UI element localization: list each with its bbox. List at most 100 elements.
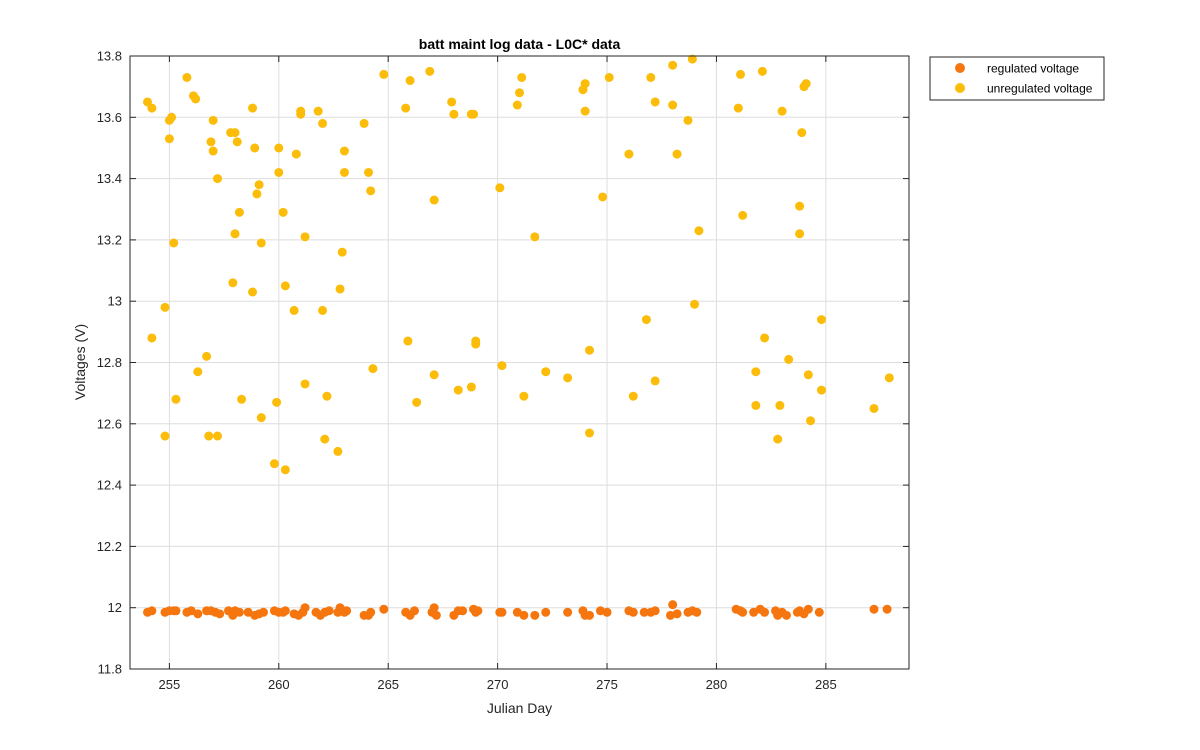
unregulated-voltage-point: [300, 232, 310, 242]
regulated-voltage-point: [672, 609, 682, 619]
x-tick-label: 280: [706, 677, 728, 692]
unregulated-voltage-point: [541, 367, 551, 377]
unregulated-voltage-point: [641, 315, 651, 325]
unregulated-voltage-point: [237, 394, 247, 404]
unregulated-voltage-point: [171, 394, 181, 404]
unregulated-voltage-point: [147, 333, 157, 343]
unregulated-voltage-point: [517, 72, 527, 82]
unregulated-voltage-point: [313, 106, 323, 116]
unregulated-voltage-point: [580, 79, 590, 89]
y-tick-label: 13.6: [97, 110, 122, 125]
unregulated-voltage-point: [453, 385, 463, 395]
x-tick-label: 275: [596, 677, 618, 692]
legend-marker-unregulated: [955, 83, 965, 93]
unregulated-voltage-point: [300, 379, 310, 389]
x-tick-label: 265: [377, 677, 399, 692]
unregulated-voltage-point: [412, 397, 422, 407]
y-tick-label: 12.8: [97, 355, 122, 370]
unregulated-voltage-point: [368, 364, 378, 374]
unregulated-voltage-point: [806, 416, 816, 426]
unregulated-voltage-point: [193, 367, 203, 377]
unregulated-voltage-point: [167, 112, 177, 122]
unregulated-voltage-point: [318, 118, 328, 128]
unregulated-voltage-point: [234, 207, 244, 217]
y-tick-label: 12.2: [97, 539, 122, 554]
unregulated-voltage-point: [449, 109, 459, 119]
unregulated-voltage-point: [775, 400, 785, 410]
unregulated-voltage-point: [733, 103, 743, 113]
regulated-voltage-point: [366, 607, 376, 617]
unregulated-voltage-point: [248, 287, 258, 297]
unregulated-voltage-point: [339, 167, 349, 177]
regulated-voltage-point: [738, 607, 748, 617]
regulated-voltage-point: [639, 607, 649, 617]
unregulated-voltage-point: [405, 76, 415, 86]
regulated-voltage-point: [193, 609, 203, 619]
unregulated-voltage-point: [403, 336, 413, 346]
unregulated-voltage-point: [191, 94, 201, 104]
unregulated-voltage-point: [650, 376, 660, 386]
unregulated-voltage-point: [884, 373, 894, 383]
unregulated-voltage-point: [497, 361, 507, 371]
legend-label-regulated: regulated voltage: [987, 62, 1079, 76]
y-axis: 11.8 12 12.2 12.4 12.6 12.8 13 13.2 13.4 13.6 13.8: [97, 49, 909, 677]
unregulated-voltage-point: [604, 72, 614, 82]
x-axis-label: Julian Day: [487, 700, 552, 716]
unregulated-voltage-point: [204, 431, 214, 441]
unregulated-voltage-point: [563, 373, 573, 383]
unregulated-voltage-point: [278, 207, 288, 217]
regulated-voltage-point: [300, 603, 310, 613]
unregulated-voltage-point: [252, 189, 262, 199]
unregulated-voltage-point: [751, 367, 761, 377]
unregulated-voltage-point: [213, 431, 223, 441]
regulated-voltage-point: [814, 607, 824, 617]
unregulated-voltage-point: [280, 281, 290, 291]
unregulated-voltage-point: [495, 183, 505, 193]
unregulated-voltage-point: [269, 459, 279, 469]
unregulated-voltage-point: [202, 351, 212, 361]
unregulated-voltage-point: [322, 391, 332, 401]
regulated-voltage-point: [171, 606, 181, 616]
unregulated-voltage-point: [598, 192, 608, 202]
x-tick-label: 270: [487, 677, 509, 692]
regulated-voltage-point: [280, 606, 290, 616]
unregulated-voltage-point: [736, 69, 746, 79]
unregulated-voltage-point: [801, 79, 811, 89]
unregulated-voltage-point: [816, 315, 826, 325]
regulated-voltage-point: [585, 610, 595, 620]
x-axis: 255 260 265 270 275 280 285: [159, 56, 837, 692]
unregulated-voltage-point: [683, 115, 693, 125]
unregulated-voltage-point: [230, 229, 240, 239]
unregulated-voltage-point: [672, 149, 682, 159]
legend: regulated voltage unregulated voltage: [929, 56, 1105, 101]
unregulated-voltage-point: [256, 238, 266, 248]
regulated-voltage-point: [147, 606, 157, 616]
unregulated-voltage-point: [687, 54, 697, 64]
unregulated-voltage-point: [515, 88, 524, 98]
unregulated-voltage-point: [429, 195, 439, 205]
unregulated-voltage-point: [803, 370, 813, 380]
unregulated-voltage-point: [429, 370, 439, 380]
regulated-voltage-point: [473, 606, 483, 616]
regulated-voltage-point: [803, 604, 813, 614]
unregulated-voltage-point: [760, 333, 770, 343]
y-tick-label: 12: [108, 600, 122, 615]
unregulated-voltage-point: [208, 146, 218, 156]
unregulated-voltage-point: [272, 397, 282, 407]
unregulated-voltage-point: [337, 247, 347, 257]
regulated-voltage-point: [530, 610, 540, 620]
unregulated-voltage-point: [182, 72, 192, 82]
regulated-voltage-point: [215, 609, 225, 619]
unregulated-voltage-point: [784, 354, 794, 364]
regulated-voltage-point: [650, 606, 660, 616]
unregulated-voltage-point: [206, 137, 216, 147]
regulated-voltage-point: [258, 607, 268, 617]
regulated-voltage-point: [458, 606, 468, 616]
unregulated-voltage-point: [650, 97, 660, 107]
unregulated-voltage-point: [296, 109, 306, 119]
y-tick-label: 13: [108, 294, 122, 309]
unregulated-voltage-point: [519, 391, 529, 401]
unregulated-voltage-point: [447, 97, 457, 107]
y-axis-label: Voltages (V): [72, 324, 88, 400]
